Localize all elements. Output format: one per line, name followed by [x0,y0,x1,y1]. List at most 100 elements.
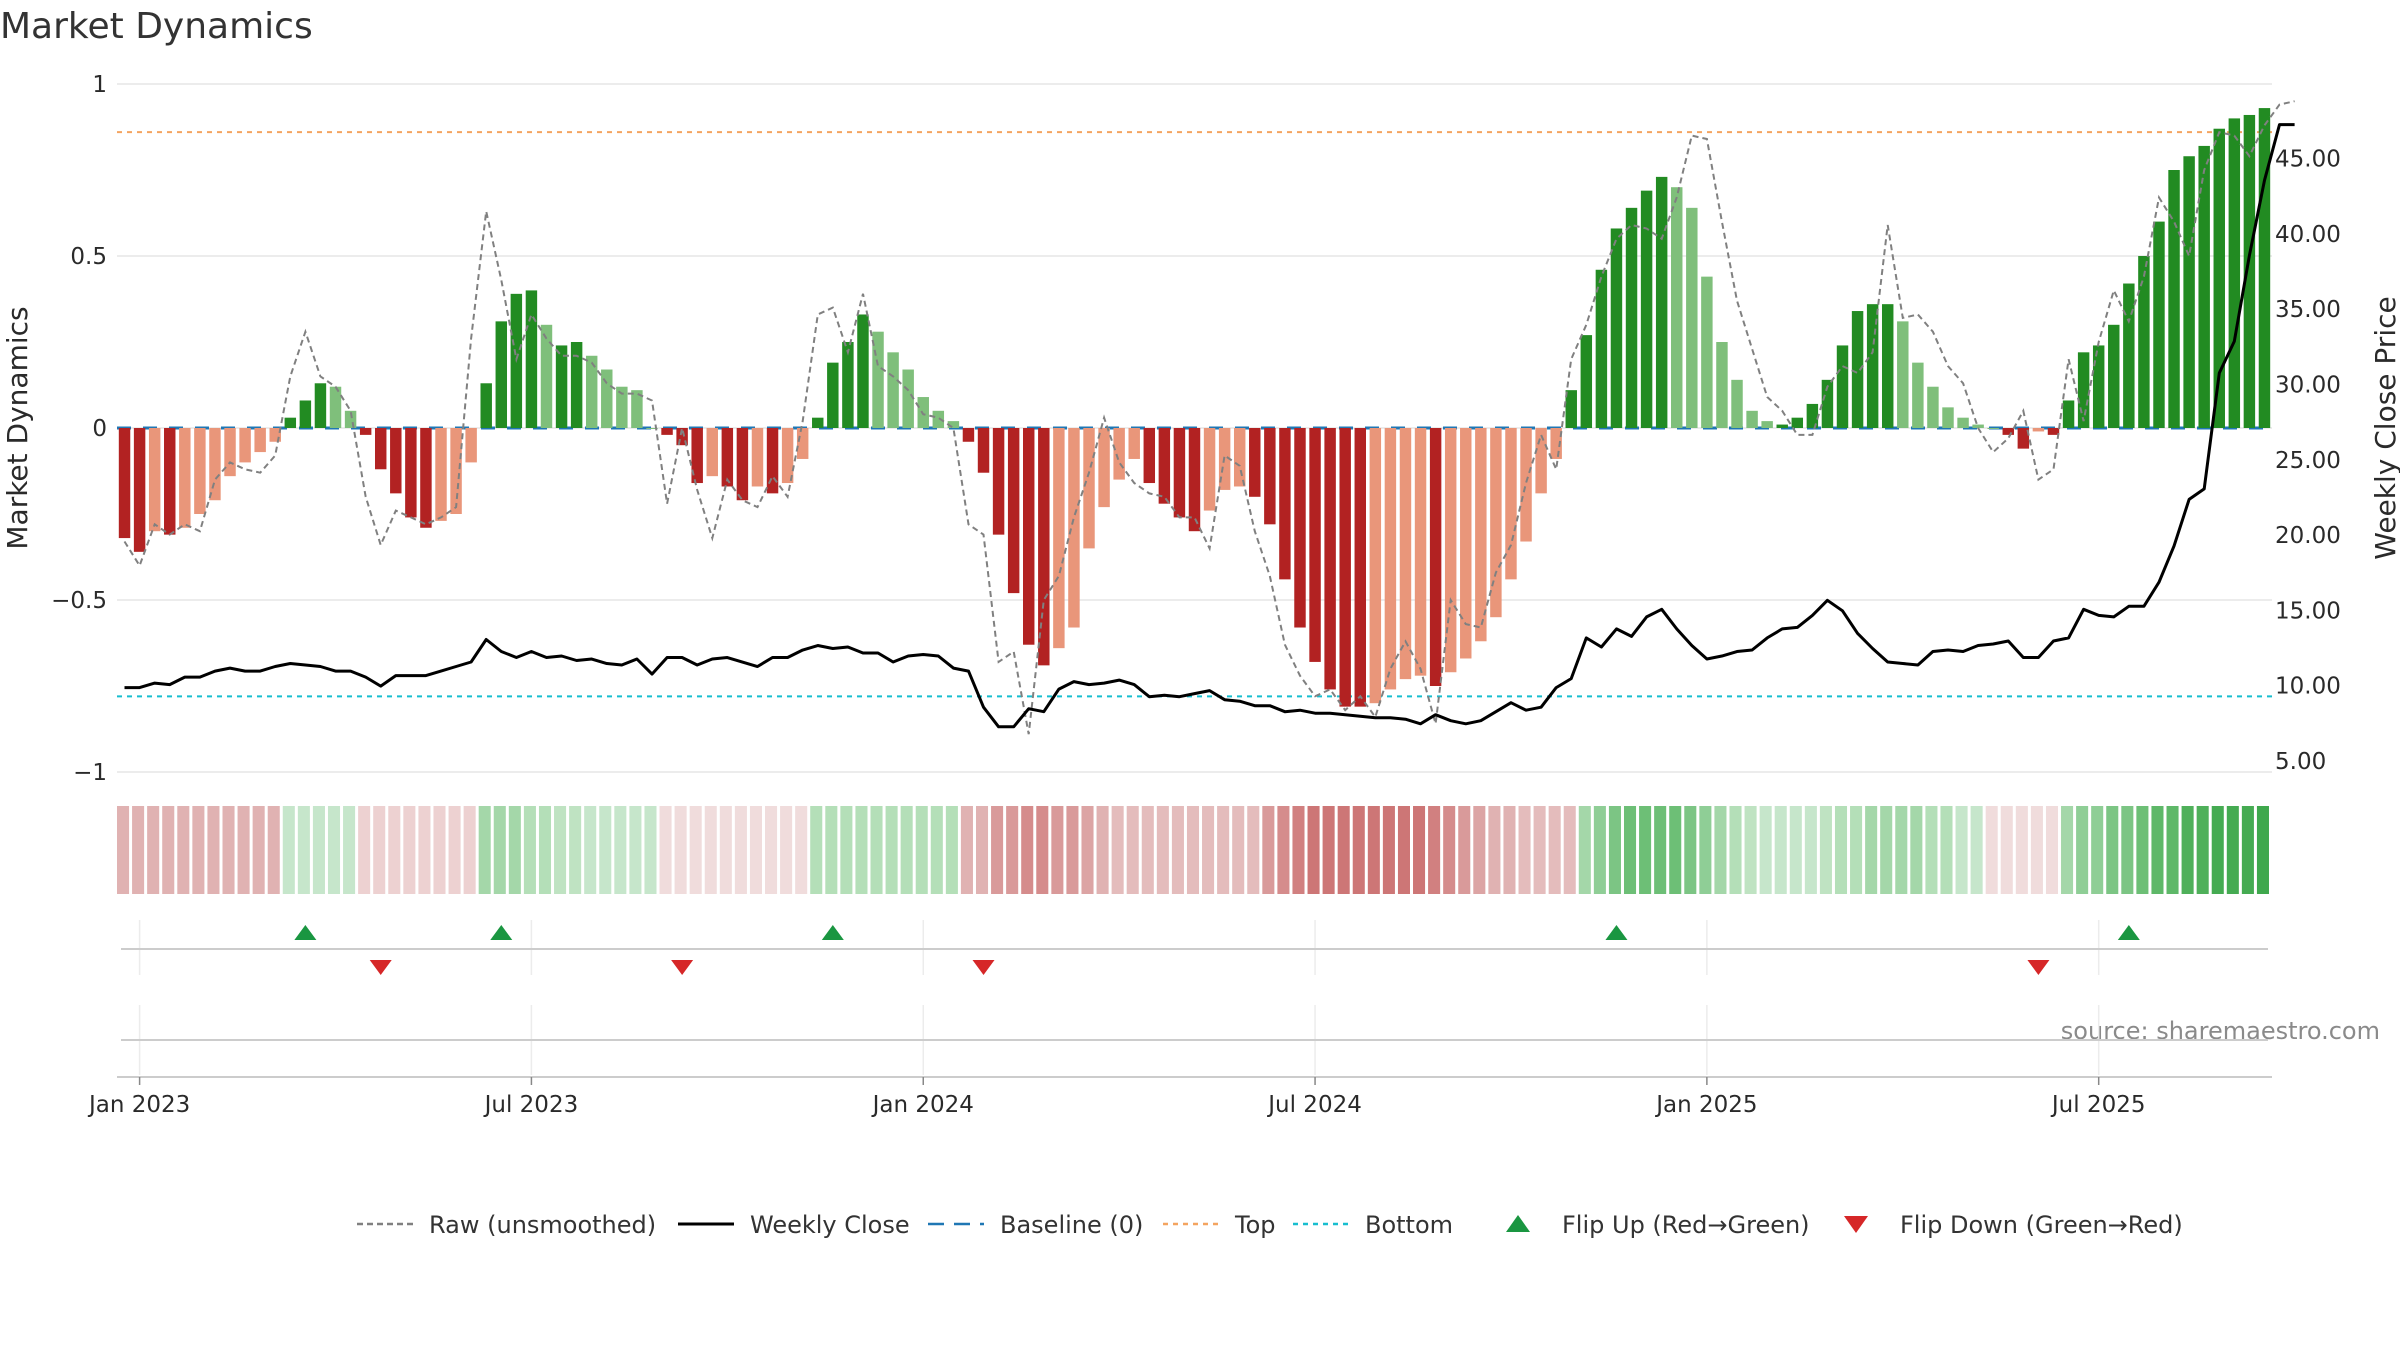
regime-strip-cell [1036,806,1049,894]
flip-markers-panel [121,925,2268,1041]
regime-strip-cell [1111,806,1124,894]
dynamics-bar [1851,311,1864,428]
dynamics-bar [977,428,990,473]
regime-strip-cell [1307,806,1320,894]
regime-strip-cell [1458,806,1471,894]
dynamics-bar [2017,428,2030,449]
dynamics-bar [1942,407,1954,428]
dynamics-bar [179,428,191,528]
dynamics-bar [2123,283,2135,428]
dynamics-bar [1354,428,1366,707]
chart-title: Market Dynamics [0,6,313,47]
dynamics-bar [796,428,809,459]
dynamics-bar [2108,324,2120,428]
regime-strip-cell [1126,806,1139,894]
dynamics-bar [525,290,538,428]
regime-strip-cell [2091,806,2104,894]
dynamics-bar [1505,428,1517,580]
dynamics-bar [2138,256,2150,428]
dynamics-bar [224,428,236,477]
legend-label: Flip Up (Red→Green) [1562,1211,1810,1239]
regime-strip-cell [1593,806,1606,894]
dynamics-bar [540,324,553,428]
legend-swatch [1844,1216,1868,1233]
regime-strip-cell [252,806,265,894]
regime-strip-cell [659,806,672,894]
regime-strip-cell [2000,806,2013,894]
dynamics-bar [2062,400,2075,428]
regime-strip-cell [689,806,702,894]
regime-strip-cell [523,806,536,894]
dynamics-bar [1550,428,1562,459]
regime-strip-cell [1654,806,1667,894]
dynamics-bar [1053,428,1065,649]
regime-strip-cell [1006,806,1019,894]
dynamics-bar [842,342,854,428]
flip-up-marker [2117,925,2140,940]
regime-strip-cell [132,806,145,894]
regime-strip-cell [1744,806,1757,894]
regime-strip-cell [373,806,386,894]
regime-strip-cell [1247,806,1260,894]
regime-strip-cell [463,806,476,894]
dynamics-bar [766,428,779,494]
dynamics-bar [1972,424,1984,428]
dynamics-bar [721,428,734,487]
dynamics-bar [133,428,146,552]
y-right-tick-label: 45.00 [2275,147,2341,173]
regime-strip-cell [1865,806,1878,894]
dynamics-bar [209,428,221,501]
dynamics-bar [1158,428,1171,504]
regime-strip-cell [2061,806,2074,894]
regime-strip-cell [1759,806,1772,894]
dynamics-bar [1128,428,1140,459]
regime-strip-cell [1684,806,1697,894]
regime-strip-cell [1021,806,1034,894]
regime-strip-cell [1051,806,1064,894]
y-axis-left-ticks: 1 0.5 0 −0.5 −1 [51,72,107,786]
flip-up-marker [490,925,513,940]
dynamics-bar [1731,379,1743,428]
regime-strip-cell [1367,806,1380,894]
dynamics-bar [164,428,176,535]
regime-strip-cell [719,806,732,894]
regime-strip-cell [734,806,747,894]
regime-strip-cell [870,806,883,894]
regime-strip-cell [554,806,567,894]
dynamics-bar [1701,276,1713,428]
dynamics-bar [1249,428,1261,497]
regime-strip-cell [312,806,325,894]
dynamics-bar [1791,417,1804,428]
regime-strip-cell [162,806,175,894]
line-series [123,100,2295,735]
dynamics-bar [902,369,914,428]
regime-strip-cell [343,806,356,894]
dynamics-bar [1866,304,1879,428]
regime-strip-cell [117,806,130,894]
y-right-tick-label: 40.00 [2275,222,2341,248]
legend-label: Baseline (0) [1000,1211,1143,1239]
legend-label: Weekly Close [750,1211,910,1239]
dynamics-bar [1038,428,1050,666]
flip-down-marker [972,960,995,975]
x-tick-label: Jan 2024 [871,1092,974,1118]
regime-strip-cell [1623,806,1637,894]
y-right-tick-label: 20.00 [2275,523,2341,549]
regime-strip-cell [478,806,491,894]
dynamics-bar [2002,428,2015,435]
regime-strip-cell [1081,806,1094,894]
dynamics-bar [465,428,477,463]
regime-strip-cell [222,806,235,894]
dynamics-bar [1460,428,1472,659]
regime-strip-cell [388,806,401,894]
dynamics-bar [812,417,824,428]
dynamics-bar [1083,428,1095,549]
regime-strip-cell [975,806,989,894]
flip-down-marker [369,960,392,975]
regime-strip-cell [840,806,853,894]
dynamics-bar [751,428,764,487]
y-axis-left-label: Market Dynamics [1,306,34,549]
regime-strip-cell [1202,806,1215,894]
dynamics-bar [555,345,568,428]
dynamics-bar [1821,379,1834,428]
